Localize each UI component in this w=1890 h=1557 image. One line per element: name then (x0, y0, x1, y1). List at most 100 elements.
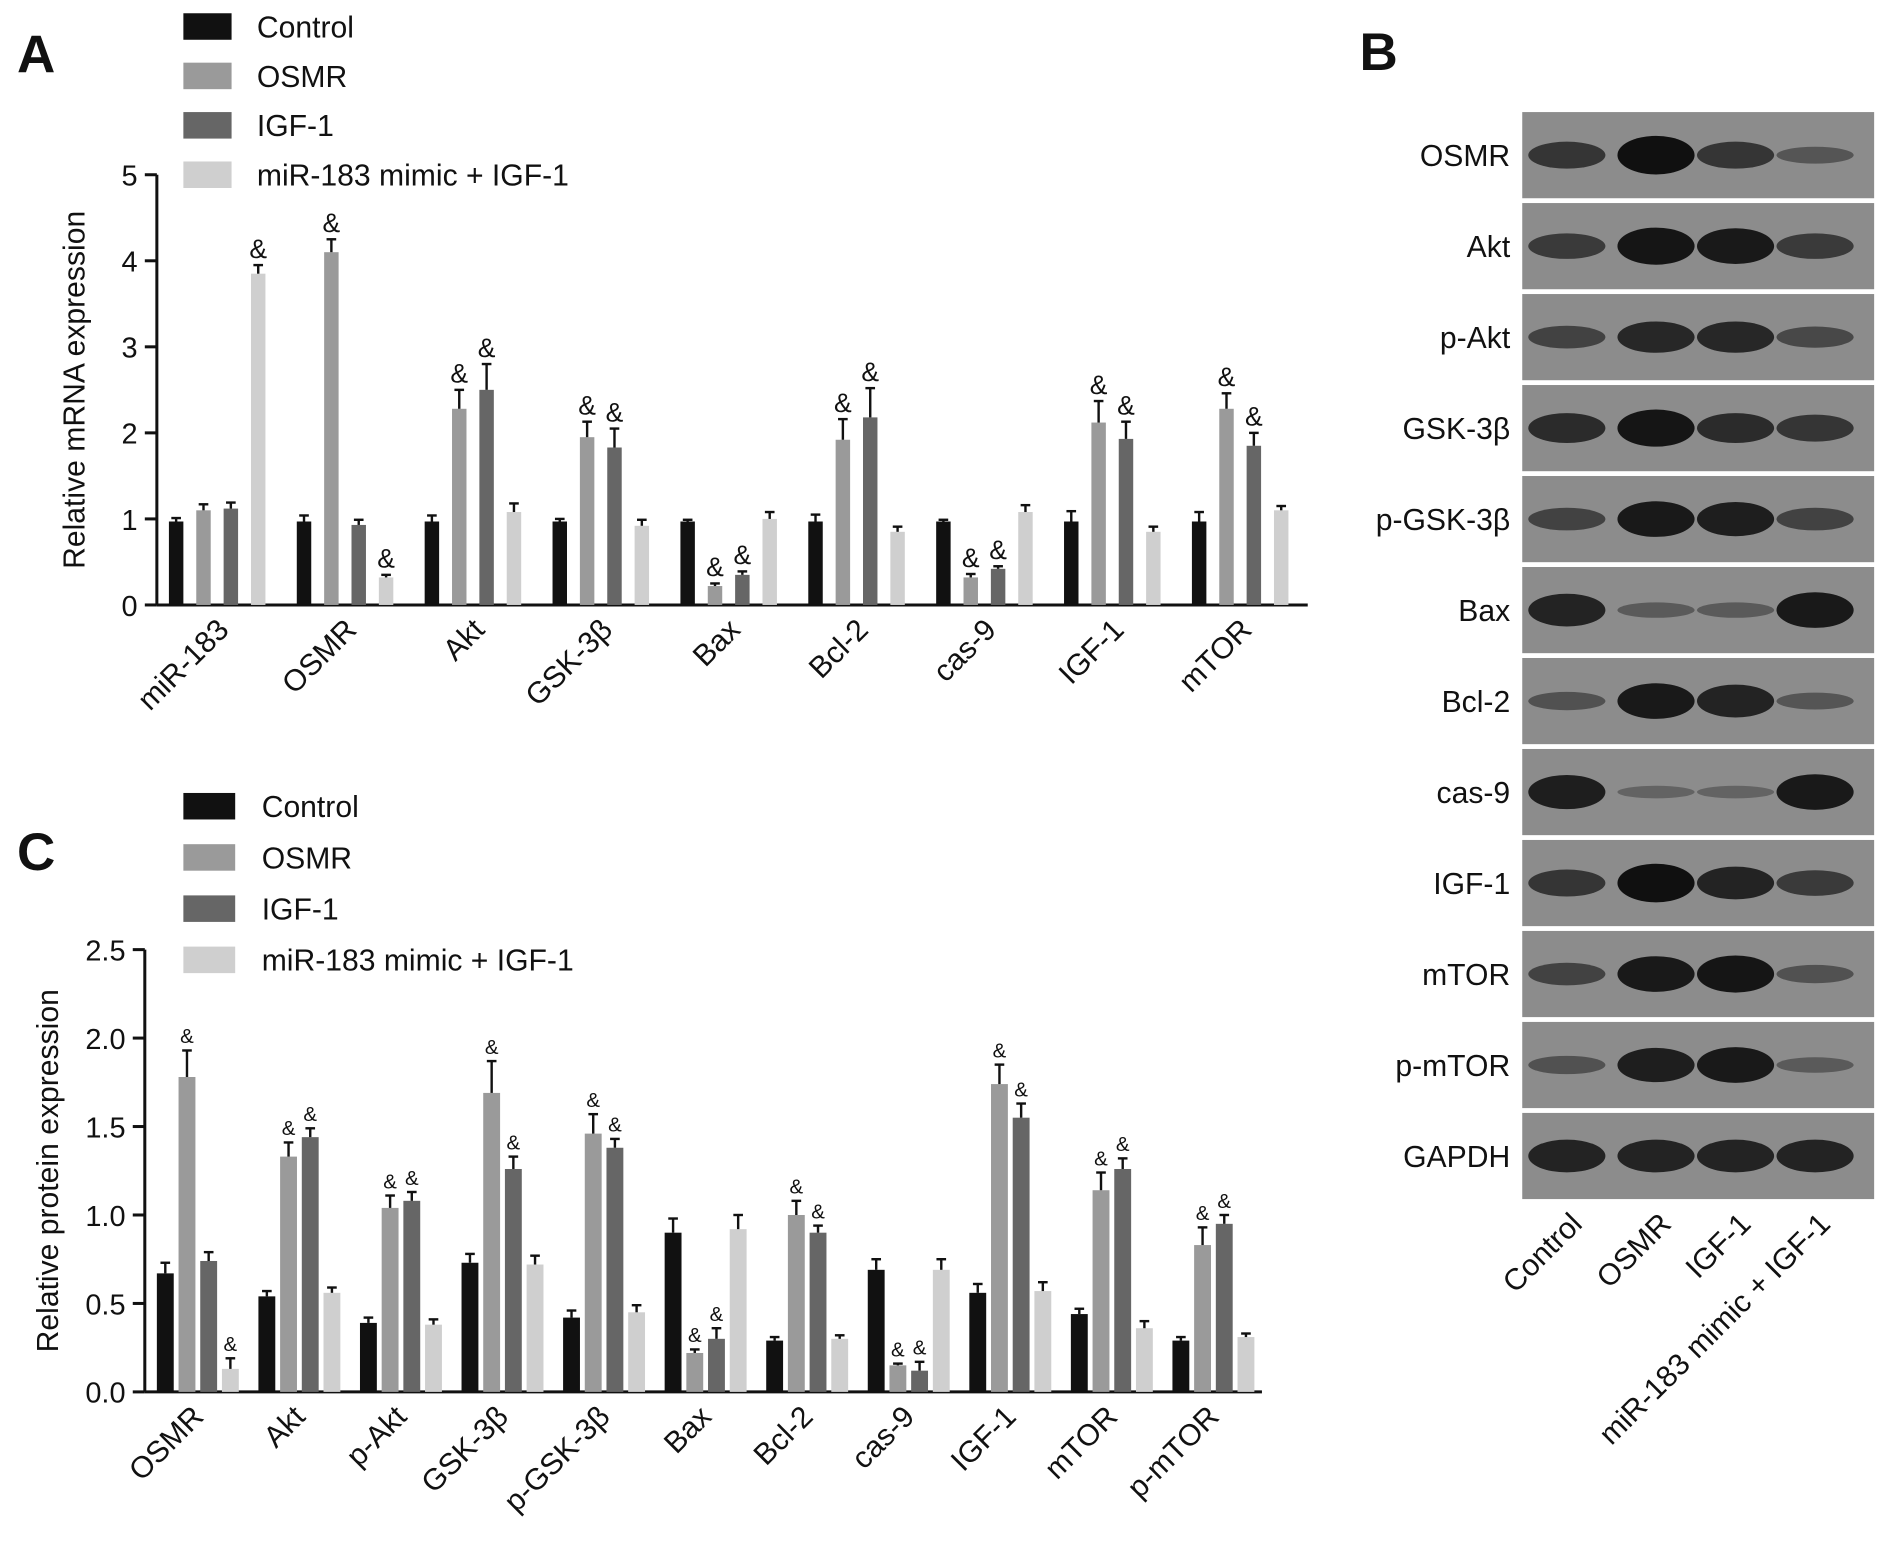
bar (1012, 1117, 1030, 1392)
y-tick-label: 0.5 (85, 1289, 125, 1321)
bar (664, 1232, 682, 1392)
blot-band (1776, 1057, 1854, 1073)
significance-mark: & (811, 1200, 825, 1223)
blot-band (1776, 964, 1854, 984)
x-tick-label: OSMR (123, 1400, 210, 1487)
bar (403, 1200, 421, 1392)
blot-band (1696, 684, 1775, 718)
y-tick-label: 2 (121, 419, 137, 451)
x-tick-label: Bax (687, 613, 747, 673)
significance-mark: & (282, 1117, 296, 1140)
blot-band (1528, 507, 1606, 531)
x-tick-label: mTOR (1173, 613, 1259, 699)
blot-row-label: Akt (1467, 231, 1511, 264)
bar (1246, 445, 1262, 605)
bar (461, 1262, 479, 1392)
bar (1091, 422, 1106, 605)
bar (506, 512, 522, 605)
legend-swatch (183, 13, 232, 40)
significance-mark: & (734, 540, 752, 570)
significance-mark: & (1196, 1202, 1210, 1225)
significance-mark: & (1245, 402, 1263, 432)
bar (990, 568, 1006, 605)
blot-lane-label: IGF-1 (1680, 1207, 1758, 1285)
bar (324, 252, 339, 605)
bar (1064, 521, 1079, 605)
legend-swatch (183, 895, 236, 922)
significance-mark: & (180, 1025, 194, 1048)
bar (552, 521, 567, 605)
blot-band (1696, 1139, 1775, 1173)
blot-band (1776, 233, 1854, 259)
bar (452, 408, 467, 605)
significance-mark: & (1014, 1078, 1028, 1101)
blot-band (1776, 592, 1854, 628)
significance-mark: & (383, 1170, 397, 1193)
significance-mark: & (303, 1103, 317, 1126)
significance-mark: & (1094, 1147, 1108, 1170)
blot-band (1696, 602, 1775, 618)
bar (911, 1370, 929, 1392)
bar (200, 1260, 218, 1392)
blot-row-label: cas-9 (1437, 777, 1511, 810)
blot-band (1528, 593, 1606, 627)
blot-band (1696, 866, 1775, 900)
y-tick-label: 0.0 (85, 1378, 125, 1410)
bar (196, 510, 211, 605)
bar (223, 508, 239, 605)
significance-mark: & (962, 543, 980, 573)
blot-band (1696, 955, 1775, 993)
bar (628, 1312, 646, 1392)
x-tick-label: cas-9 (846, 1400, 921, 1475)
legend-swatch (183, 112, 232, 139)
blot-band (1696, 501, 1775, 537)
legend-swatch (183, 792, 236, 820)
blot-band (1696, 1047, 1775, 1083)
bar (351, 524, 366, 605)
bar (579, 437, 595, 605)
bar (156, 1273, 174, 1392)
blot-band (1776, 414, 1854, 442)
significance-mark: & (377, 544, 395, 574)
legend-label: miR-183 mimic + IGF-1 (257, 160, 569, 193)
bar (890, 531, 905, 605)
bar (483, 1092, 501, 1392)
blot-band (1617, 501, 1695, 537)
bar (1092, 1190, 1110, 1392)
blot-band (1776, 1139, 1854, 1173)
bar (584, 1133, 602, 1392)
chart-c-protein: Control OSMR IGF-1 miR-183 mimic + IGF-1 0.0… (32, 791, 1262, 1518)
x-tick-label: Bcl-2 (748, 1400, 820, 1472)
blot-frame (1519, 107, 1877, 1204)
bar (735, 574, 750, 605)
bar (729, 1229, 747, 1392)
bar (168, 521, 184, 605)
significance-mark: & (478, 333, 496, 363)
legend-label: miR-183 mimic + IGF-1 (262, 945, 574, 978)
legend-label: Control (262, 791, 359, 824)
bar (969, 1292, 987, 1392)
blot-band (1617, 321, 1695, 353)
bar (707, 586, 723, 605)
blot-band (1617, 1047, 1695, 1083)
y-tick-label: 3 (121, 333, 137, 365)
bar (1018, 512, 1033, 605)
y-tick-label: 5 (121, 161, 137, 193)
x-tick-label: p-GSK-3β (498, 1400, 616, 1518)
y-tick-label: 2.5 (85, 935, 125, 967)
significance-mark: & (989, 535, 1007, 565)
bar (301, 1137, 319, 1392)
panel-label-c: C (17, 823, 55, 882)
significance-mark: & (861, 357, 879, 387)
blot-band (1617, 956, 1695, 992)
bar (991, 1084, 1008, 1392)
significance-mark: & (710, 1303, 724, 1326)
significance-mark: & (834, 388, 852, 418)
bar (1135, 1328, 1153, 1392)
bar (766, 1340, 784, 1392)
y-tick-label: 2.0 (85, 1024, 125, 1056)
blot-band (1528, 413, 1606, 444)
bar (831, 1338, 849, 1392)
blot-band (1617, 683, 1695, 719)
blot-band (1696, 228, 1775, 264)
